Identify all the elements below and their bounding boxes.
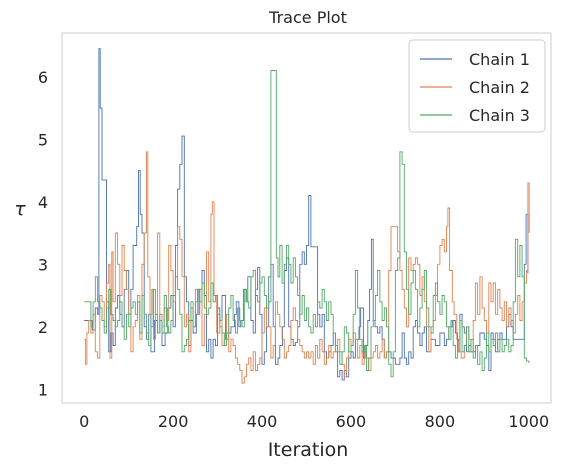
y-tick-label: 4 xyxy=(38,193,48,212)
y-tick-label: 1 xyxy=(38,380,48,399)
x-axis-ticks: 0 200 400 600 800 1000 xyxy=(79,412,549,431)
y-axis-ticks: 1 2 3 4 5 6 xyxy=(38,68,48,400)
y-tick-label: 5 xyxy=(38,130,48,149)
x-tick-label: 600 xyxy=(336,412,367,431)
x-tick-label: 200 xyxy=(158,412,189,431)
series-line-chain-2 xyxy=(84,151,530,384)
legend-label-chain-1: Chain 1 xyxy=(469,50,530,69)
legend-box xyxy=(408,39,546,133)
y-tick-label: 6 xyxy=(38,68,48,87)
plot-area xyxy=(61,32,552,404)
x-tick-label: 1000 xyxy=(508,412,549,431)
x-axis-label: Iteration xyxy=(268,439,349,461)
legend: Chain 1 Chain 2 Chain 3 xyxy=(408,39,546,133)
y-axis-label: τ xyxy=(14,198,26,220)
legend-label-chain-2: Chain 2 xyxy=(469,78,530,97)
chart-title: Trace Plot xyxy=(268,8,347,27)
plot-frame xyxy=(61,32,552,404)
y-tick-label: 2 xyxy=(38,318,48,337)
x-tick-label: 0 xyxy=(79,412,89,431)
legend-label-chain-3: Chain 3 xyxy=(469,106,530,125)
series-line-chain-1 xyxy=(84,48,529,381)
series-line-chain-3 xyxy=(84,70,530,378)
x-tick-label: 800 xyxy=(425,412,456,431)
series-layer xyxy=(84,48,530,384)
y-tick-label: 3 xyxy=(38,255,48,274)
x-tick-label: 400 xyxy=(247,412,278,431)
